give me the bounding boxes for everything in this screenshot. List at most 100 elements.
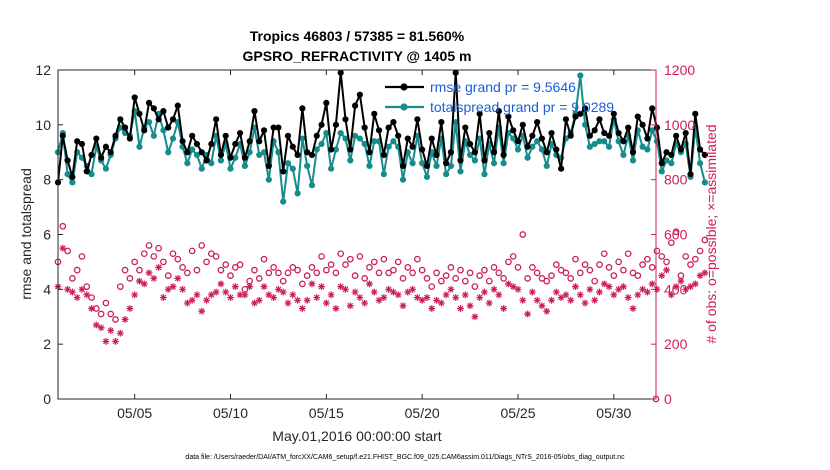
x-tick-label: 05/25 [500,405,535,421]
totalspread-point [102,165,110,172]
totalspread-point [423,173,431,181]
assimilated-obs-point [88,305,95,312]
possible-obs-point [562,269,570,277]
possible-obs-point [121,266,129,274]
rmse-point [117,116,124,123]
rmse-point [93,135,100,142]
possible-obs-point [457,266,464,274]
rmse-point [145,99,153,106]
possible-obs-point [198,242,206,249]
possible-obs-point [696,247,704,255]
assimilated-obs-point [212,288,220,296]
possible-obs-point [184,269,191,277]
assimilated-obs-point [634,291,642,299]
rmse-point [696,146,704,153]
assimilated-obs-point [112,338,119,345]
rmse-point [409,143,416,150]
rmse-point [174,102,181,109]
possible-obs-point [308,264,316,271]
possible-obs-point [361,275,369,282]
assimilated-obs-point [140,280,148,288]
totalspread-point [328,165,335,172]
assimilated-obs-point [121,316,129,323]
totalspread-point [184,160,191,167]
totalspread-point [658,168,665,175]
rmse-point [534,118,541,126]
assimilated-obs-point [433,296,440,304]
rmse-point [605,132,613,139]
assimilated-obs-point [557,294,565,301]
rmse-point [213,116,220,123]
possible-obs-point [572,255,579,263]
rmse-point [318,121,325,128]
rmse-point [692,110,699,117]
rmse-point [155,116,162,123]
possible-obs-point [644,255,651,263]
totalspread-point [596,138,603,145]
possible-obs-point [667,239,675,247]
totalspread-point [347,157,354,164]
rmse-point [275,124,282,131]
assimilated-obs-point [203,296,210,304]
rmse-point [438,118,445,126]
rmse-point [246,138,253,145]
assimilated-obs-point [423,294,431,301]
possible-obs-point [691,255,699,263]
assimilated-obs-point [648,280,656,288]
possible-obs-point [658,253,666,260]
rmse-point [596,116,603,123]
assimilated-obs-point [610,291,618,299]
rmse-point [165,124,172,131]
totalspread-point [524,154,531,161]
assimilated-obs-point [155,264,163,271]
rmse-point [553,146,560,153]
possible-obs-point [404,264,412,271]
rmse-point [169,116,177,123]
totalspread-point [256,151,263,159]
rmse-point [284,132,292,139]
possible-obs-point [567,275,575,282]
possible-obs-point [409,269,416,277]
y-tick-label-left: 0 [43,391,51,407]
rmse-point [558,165,565,172]
totalspread-point [232,154,239,161]
assimilated-obs-point [596,288,603,296]
possible-obs-point [380,255,388,263]
possible-obs-point [327,261,335,269]
possible-obs-point [701,236,709,244]
possible-obs-point [102,299,110,307]
rmse-point [639,121,646,128]
assimilated-obs-point [361,299,369,307]
possible-obs-point [663,258,670,266]
totalspread-point [490,160,498,167]
legend-spread-label: totalspread grand pr = 9.0289 [430,99,614,115]
possible-obs-point [500,275,507,282]
rmse-point [141,127,148,134]
possible-obs-point [279,277,287,285]
assimilated-obs-point [222,288,230,296]
possible-obs-point [299,280,306,288]
totalspread-point [371,138,378,145]
possible-obs-point [394,258,402,266]
y-tick-label-right: 400 [664,281,688,297]
legend-rmse-label: rmse grand pr = 9.5646 [430,79,576,95]
y-tick-label-right: 800 [664,172,688,188]
assimilated-obs-point [236,291,244,299]
possible-obs-point [318,253,325,260]
possible-obs-point [629,269,637,277]
possible-obs-point [529,264,536,271]
possible-obs-point [399,275,407,282]
assimilated-obs-point [188,296,196,304]
totalspread-point [419,160,426,167]
rmse-point [538,135,546,142]
possible-obs-point [145,242,153,249]
assimilated-obs-point [528,288,536,296]
plot-background [58,70,656,399]
totalspread-point [457,168,464,175]
totalspread-point [466,151,474,159]
possible-obs-point [207,250,215,258]
assimilated-obs-point [342,285,349,293]
assimilated-obs-point [667,291,675,299]
assimilated-obs-point [639,285,646,293]
possible-obs-point [217,266,225,274]
